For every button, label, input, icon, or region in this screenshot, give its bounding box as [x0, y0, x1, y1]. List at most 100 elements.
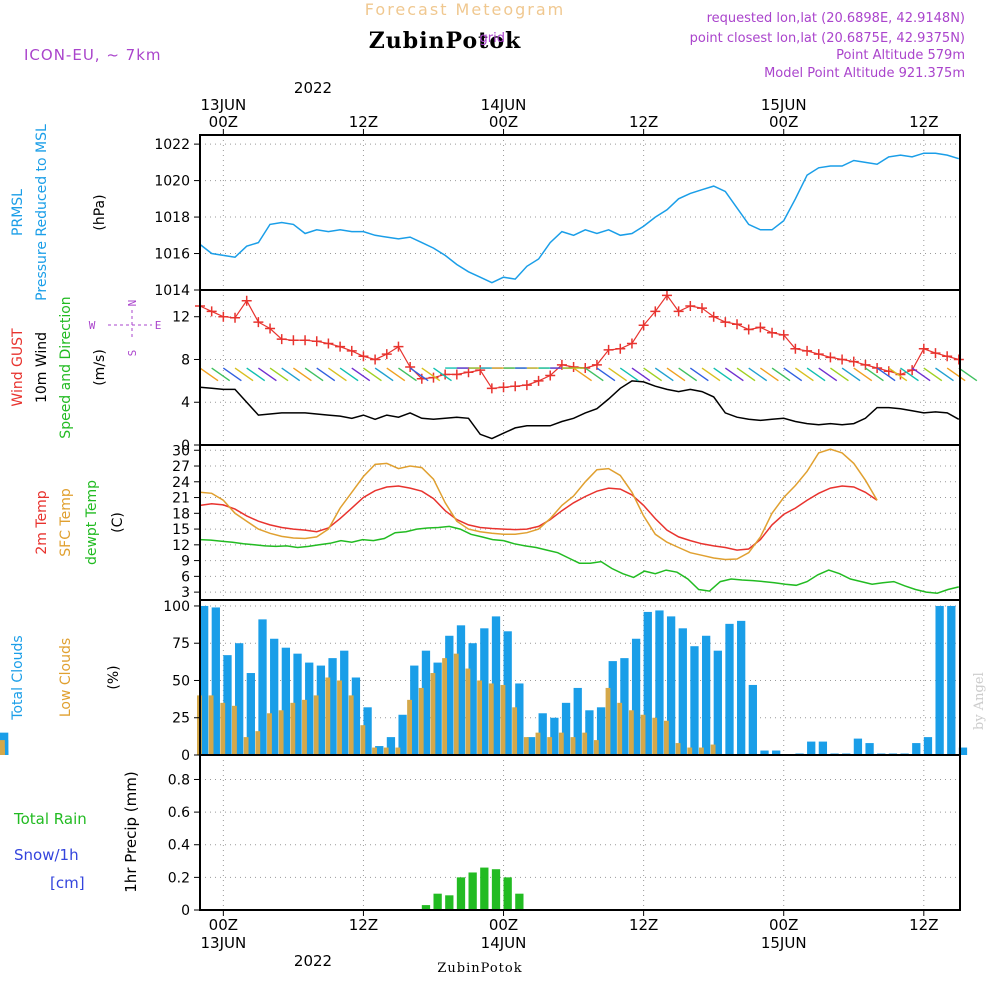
wind-direction-arrow [363, 367, 382, 382]
wind-direction-arrow [304, 367, 324, 382]
low-cloud-bar [302, 699, 307, 755]
total-cloud-bar [398, 714, 407, 755]
gust-point [288, 335, 299, 346]
panel-label-pressure: Pressure Reduced to MSL [34, 124, 50, 301]
y-tick-label: 1016 [154, 247, 190, 263]
low-cloud-bar [232, 705, 237, 755]
gust-point [381, 349, 392, 360]
total-cloud-bar [573, 687, 582, 755]
gust-point [650, 306, 661, 317]
total-cloud-bar [328, 658, 337, 755]
panel-label-temp: dewpt Temp [84, 480, 100, 565]
total-cloud-bar [351, 677, 361, 755]
rain-bar [480, 867, 489, 910]
panel-label-temp: (C) [110, 512, 126, 533]
wind-direction-arrow [666, 367, 686, 382]
low-cloud-bar [465, 668, 471, 755]
bottom-time-label: 12Z [629, 916, 658, 934]
y-tick-label: 75 [172, 636, 190, 652]
low-cloud-bar [512, 707, 518, 755]
precip-axis-label: 1hr Precip (mm) [122, 771, 140, 892]
watermark: by Angel [972, 672, 987, 730]
panel-label-wind: 10m Wind [34, 332, 50, 403]
gust-point [626, 338, 637, 349]
gust-point [778, 329, 789, 340]
bottom-time-label: 00Z [209, 916, 238, 934]
gust-point [451, 369, 462, 380]
total-cloud-bar [363, 707, 372, 755]
total-cloud-bar [515, 683, 524, 755]
panel-frame-pressure [199, 134, 961, 291]
bottom-time-label: 12Z [909, 916, 938, 934]
top-date-label: 14JUN [481, 96, 527, 114]
wind-direction-arrow [876, 367, 896, 382]
gust-point [802, 345, 813, 356]
top-date-label: 13JUN [200, 96, 246, 114]
top-time-label: 12Z [629, 113, 658, 131]
gust-point [825, 352, 836, 363]
low-cloud-bar [605, 687, 611, 755]
low-cloud-bar [313, 695, 319, 755]
total-cloud-bar [526, 737, 536, 755]
gust-point [790, 343, 801, 354]
total-cloud-bar [421, 650, 431, 755]
total-cloud-bar [491, 616, 501, 755]
total-cloud-bar [281, 647, 291, 755]
gust-point [323, 338, 334, 349]
gust-point [918, 343, 929, 354]
wind-direction-arrow [689, 367, 709, 382]
y-tick-label: 18 [172, 506, 190, 522]
low-cloud-bar [698, 747, 704, 755]
gust-point [475, 365, 486, 376]
wind-direction-arrow [257, 367, 277, 382]
low-cloud-bar [418, 687, 424, 755]
total-cloud-bar [211, 607, 220, 755]
gust-point [393, 341, 404, 352]
y-tick-label: 4 [181, 395, 190, 411]
wind-direction-arrow [736, 367, 756, 382]
wind-direction-arrow [865, 367, 884, 382]
rain-bar [445, 895, 454, 910]
total-cloud-bar [246, 673, 255, 755]
total-cloud-bar [725, 623, 734, 755]
y-tick-label: 1020 [154, 174, 190, 190]
precip-label-rain: Total Rain [13, 810, 87, 828]
gust-point [720, 317, 731, 328]
gust-point [953, 354, 964, 365]
total-cloud-bar [947, 605, 956, 755]
low-cloud-bar [547, 737, 553, 755]
total-cloud-bar [386, 737, 396, 755]
total-cloud-bar [748, 684, 757, 755]
panel-label-wind: Speed and Direction [58, 296, 74, 438]
wind-direction-arrow [573, 367, 593, 382]
gust-point [685, 301, 696, 312]
closest-prefix: grid [480, 31, 505, 46]
total-cloud-bar [818, 741, 828, 755]
gust-point [358, 351, 369, 362]
wind-direction-arrow [234, 367, 254, 382]
wind-direction-arrow [398, 367, 417, 382]
panel-label-wind: (m/s) [92, 349, 108, 386]
total-cloud-bar [737, 620, 746, 755]
low-cloud-bar [208, 695, 214, 755]
low-cloud-bar [453, 653, 459, 755]
panel-label-pressure: (hPa) [92, 194, 108, 230]
low-cloud-bar [523, 737, 529, 755]
wind-direction-arrow [935, 367, 954, 382]
gust-point [463, 367, 474, 378]
t2m-line [199, 485, 878, 551]
gust-point [300, 335, 311, 346]
gust-point [230, 312, 241, 323]
total-cloud-bar [270, 638, 279, 755]
total-cloud-bar [480, 628, 489, 755]
total-cloud-bar [596, 707, 606, 755]
panel-label-pressure: PRMSL [10, 189, 26, 236]
total-cloud-bar [666, 616, 676, 755]
wind-direction-arrow [292, 367, 312, 382]
compass-w-label: W [89, 319, 96, 332]
rain-bar [515, 893, 524, 910]
gust-point [743, 324, 754, 335]
gust-point [661, 290, 672, 301]
closest-coords: point closest lon,lat (20.6875E, 42.9375… [690, 31, 965, 46]
rain-bar [503, 877, 512, 910]
